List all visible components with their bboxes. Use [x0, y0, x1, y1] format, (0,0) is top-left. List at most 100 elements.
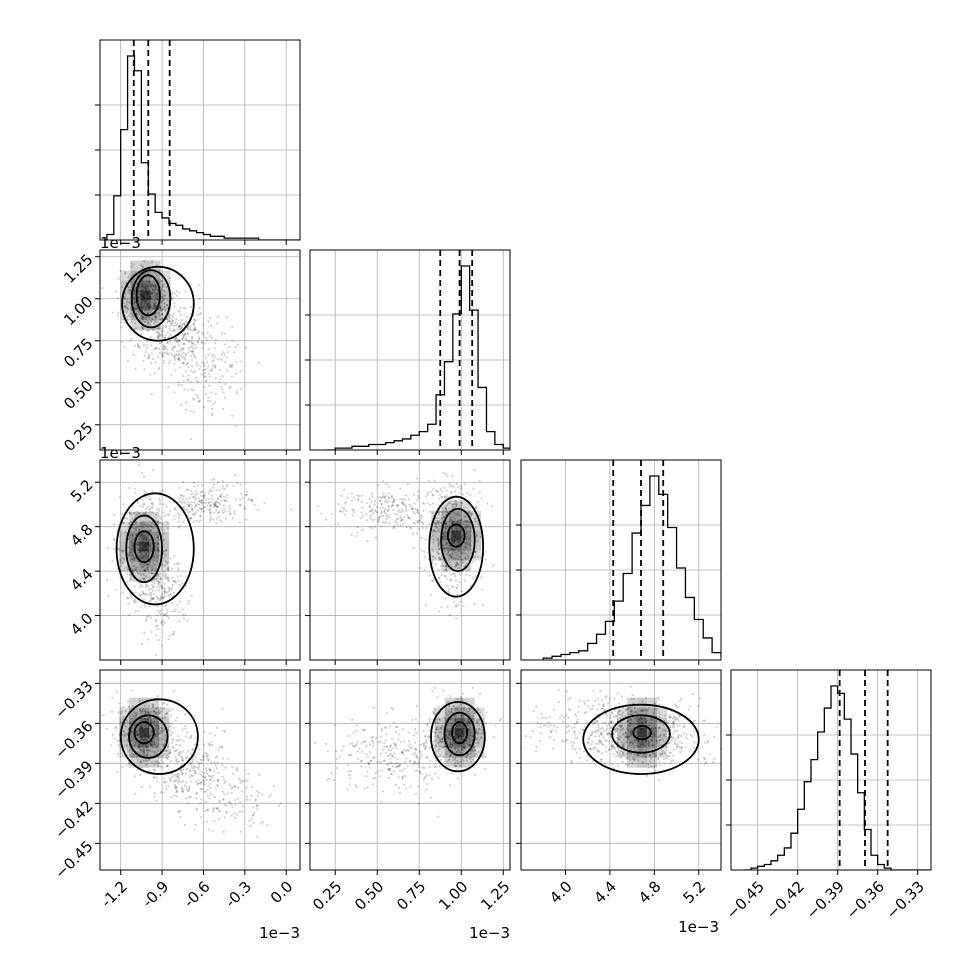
scatter-point: [158, 342, 161, 345]
scatter-point: [382, 759, 385, 762]
scatter-point: [471, 718, 474, 721]
scatter-point: [204, 491, 207, 494]
scatter-point: [390, 762, 393, 765]
x-tick-label: −0.39: [803, 878, 848, 923]
scatter-point: [193, 765, 196, 768]
scatter-point: [431, 548, 434, 551]
scatter-point: [156, 624, 159, 627]
scatter-point: [204, 336, 207, 339]
scatter-point: [143, 569, 147, 573]
scatter-point: [165, 764, 169, 767]
scatter-point: [134, 713, 138, 716]
scatter-point: [191, 748, 194, 752]
contour-line: [115, 492, 195, 606]
scatter-point: [200, 501, 203, 504]
scatter-point: [201, 340, 204, 343]
scatter-point: [450, 518, 453, 521]
scatter-point: [158, 554, 162, 557]
scatter-point: [413, 760, 416, 763]
scatter-point: [150, 526, 153, 529]
scatter-point: [397, 504, 400, 507]
scatter-point: [442, 564, 445, 568]
scatter-point: [486, 502, 489, 505]
scatter-point: [174, 581, 177, 584]
scatter-point: [468, 743, 471, 747]
scatter-point: [391, 497, 394, 500]
y-tick-label: 4.4: [67, 565, 97, 595]
scatter-point: [158, 502, 162, 506]
scatter-point: [157, 742, 160, 745]
scatter-point: [189, 752, 192, 755]
scatter-point: [127, 705, 130, 708]
density-cell: [451, 500, 462, 511]
scatter-point: [183, 322, 186, 325]
scatter-point: [254, 798, 257, 801]
scatter-point: [191, 508, 194, 511]
scatter-point: [162, 296, 165, 299]
scatter-point: [145, 759, 149, 762]
scatter-point: [330, 771, 333, 775]
scatter-point: [141, 590, 145, 593]
scatter-point: [253, 811, 256, 815]
scatter-point: [142, 344, 145, 347]
scatter-point: [122, 705, 125, 709]
scatter-point: [161, 354, 165, 358]
scatter-point: [613, 697, 616, 700]
scatter-point: [177, 810, 180, 813]
scatter-point: [200, 494, 203, 498]
scatter-point: [191, 748, 194, 751]
scatter-point: [428, 717, 431, 720]
scatter-point: [407, 749, 410, 752]
scatter-point: [142, 748, 145, 751]
scatter-point: [228, 507, 231, 510]
density-cell: [474, 737, 485, 748]
scatter-point: [193, 328, 196, 332]
scatter-point: [387, 513, 390, 516]
scatter-point: [449, 753, 452, 757]
scatter-point: [167, 595, 170, 598]
scatter-point: [146, 330, 149, 333]
scatter-point: [137, 310, 140, 313]
scatter-point: [151, 598, 154, 601]
scatter-panel-2-1: [305, 459, 511, 665]
scatter-point: [407, 739, 411, 743]
scatter-point: [416, 521, 419, 524]
scatter-point: [418, 770, 421, 774]
scatter-point: [474, 551, 477, 554]
scatter-point: [127, 301, 131, 304]
scatter-point: [453, 758, 456, 761]
scatter-point: [140, 316, 144, 319]
scatter-point: [213, 401, 216, 404]
scatter-point: [160, 586, 163, 589]
scatter-point: [437, 728, 440, 731]
scatter-point: [452, 746, 455, 749]
scatter-point: [168, 662, 170, 664]
scatter-point: [445, 510, 448, 513]
scatter-point: [156, 596, 159, 599]
scatter-point: [470, 514, 473, 517]
scatter-point: [141, 498, 144, 502]
scatter-point: [237, 786, 240, 789]
scatter-point: [387, 496, 390, 499]
scatter-point: [387, 508, 390, 512]
contour-line: [119, 698, 199, 775]
scatter-point: [147, 749, 151, 752]
scatter-point: [165, 285, 168, 289]
scatter-point: [154, 625, 158, 628]
scatter-point: [204, 790, 207, 793]
scatter-point: [217, 778, 220, 782]
scatter-point: [131, 533, 135, 536]
scatter-point: [150, 630, 153, 634]
scatter-point: [151, 703, 154, 706]
scatter-point: [426, 755, 429, 759]
scatter-panel-3-0: -1.2 -0.9 -0.6 -0.3 0.0−0.33−0.36−0.39−0.42−…: [51, 669, 301, 911]
scatter-point: [186, 361, 189, 364]
scatter-point: [194, 765, 197, 769]
scatter-point: [263, 501, 266, 504]
scatter-point: [422, 742, 425, 745]
scatter-point: [128, 762, 131, 765]
scatter-point: [136, 501, 139, 505]
scatter-point: [185, 320, 188, 323]
scatter-point: [256, 509, 259, 512]
scatter-point: [137, 345, 140, 349]
